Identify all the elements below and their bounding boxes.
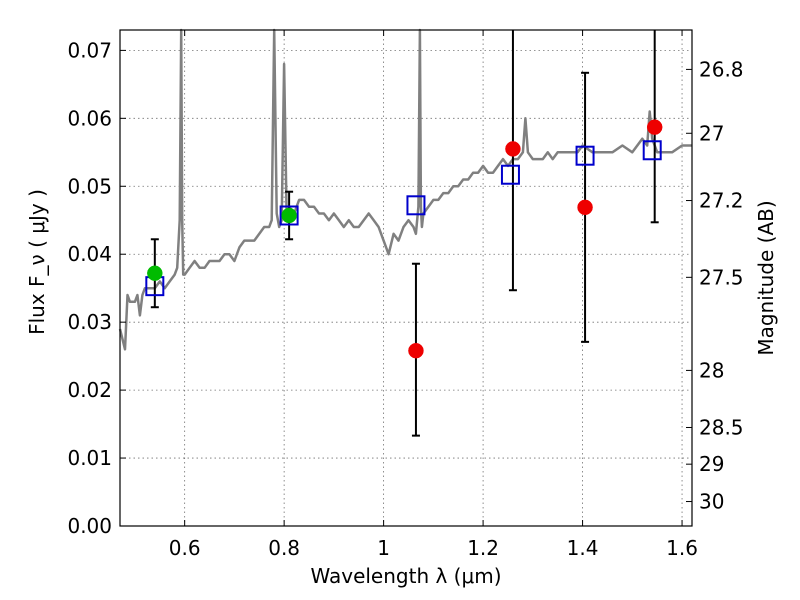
x-tick-label: 1.4	[567, 536, 599, 560]
grid	[120, 30, 692, 526]
right-tick-label: 26.8	[699, 57, 744, 81]
x-tick-label: 0.8	[268, 536, 300, 560]
x-tick-label: 0.6	[169, 536, 201, 560]
y-tick-label: 0.06	[67, 106, 112, 130]
right-tick-label: 27	[699, 121, 724, 145]
plot-frame	[119, 29, 693, 527]
y-tick-label: 0.04	[67, 242, 112, 266]
right-tick-label: 28.5	[699, 415, 744, 439]
ticks: 0.6 0.8 1 1.2 1.4 1.6 0.00 0.01 0.02 0.03 0.04 0.05…	[67, 30, 744, 560]
y-tick-label: 0.00	[67, 514, 112, 538]
model-photometry-square	[279, 205, 299, 226]
y-tick-label: 0.07	[67, 38, 112, 62]
right-tick-label: 27.5	[699, 265, 744, 289]
model-spectrum	[118, 28, 692, 351]
observed-point	[408, 342, 424, 359]
right-tick-label: 27.2	[699, 189, 744, 213]
data-markers	[145, 119, 663, 359]
model-photometry-square	[575, 145, 595, 166]
right-tick-label: 29	[699, 452, 724, 476]
observed-point	[147, 265, 163, 281]
spectrum-line	[118, 28, 692, 351]
x-tick-label: 1.6	[666, 536, 698, 560]
observed-point	[646, 119, 663, 135]
y-axis-right-label: Magnitude (AB)	[754, 200, 778, 355]
model-photometry-square	[642, 140, 662, 161]
y-tick-label: 0.03	[67, 310, 112, 334]
observed-point	[281, 207, 297, 224]
right-tick-label: 28	[699, 358, 724, 382]
x-tick-label: 1	[377, 536, 390, 560]
model-photometry-square	[406, 195, 426, 216]
x-tick-label: 1.2	[467, 536, 499, 560]
x-axis-label: Wavelength λ (μm)	[310, 564, 501, 588]
y-tick-label: 0.02	[67, 378, 112, 402]
y-tick-label: 0.01	[67, 446, 112, 470]
model-photometry-square	[500, 164, 520, 185]
right-tick-label: 30	[699, 490, 724, 514]
observed-point	[577, 199, 593, 216]
y-tick-label: 0.05	[67, 174, 112, 198]
observed-point	[505, 141, 521, 157]
y-axis-label: Flux F_ν ( μJy )	[25, 189, 49, 335]
